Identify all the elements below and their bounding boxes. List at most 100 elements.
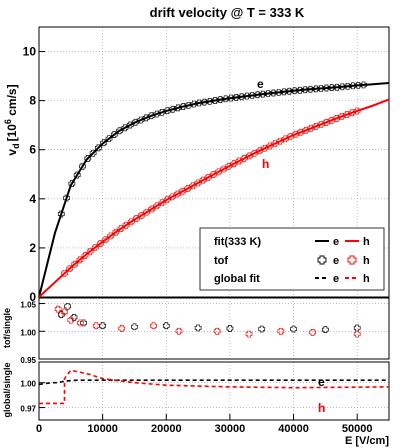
ratio-tof-marker-h [92, 322, 100, 330]
ratio-tof-marker-e [64, 302, 71, 310]
tof-marker-e [121, 124, 129, 132]
tof-marker-e [227, 94, 235, 102]
ratio-tof-marker-e [162, 322, 170, 330]
ratio-tof-marker-h [54, 305, 62, 313]
tof-marker-e [84, 155, 92, 162]
main-ytick-label: 6 [29, 143, 36, 157]
main-y-axis-label: vd[106 cm/s] [3, 84, 21, 155]
tof-series [54, 302, 361, 338]
tof-marker-e [132, 118, 139, 126]
tof-marker-e [142, 114, 150, 122]
tof-marker-e [338, 83, 346, 91]
tof-marker-e [105, 135, 113, 143]
ratio-tof-marker-h [77, 319, 84, 327]
y-label-tail: cm/s] [5, 84, 19, 119]
tof-marker-h [122, 221, 130, 229]
tof-marker-h [317, 120, 325, 128]
tof-marker-e [100, 139, 108, 147]
tof-marker-h [107, 232, 115, 240]
tof-marker-h [143, 208, 150, 216]
tof-marker-h [251, 149, 258, 157]
tof-marker-h [307, 124, 315, 132]
tof-marker-h [302, 126, 310, 134]
tof-marker-h [138, 211, 145, 219]
tof-marker-e [259, 90, 267, 98]
tof-marker-e [333, 83, 341, 91]
tof-marker-e [323, 84, 330, 92]
tof-marker-h [153, 202, 161, 210]
tof-ytick-label: 1.05 [20, 301, 36, 310]
tof-marker-e [211, 97, 219, 104]
tof-marker-e [254, 91, 261, 99]
main-ytick-label: 4 [29, 192, 36, 206]
tof-marker-h [179, 187, 186, 195]
tof-marker-e [301, 86, 309, 94]
tof-marker-e [312, 85, 320, 93]
tof-marker-e [153, 110, 161, 118]
tof-marker-e [349, 82, 357, 90]
tof-marker-e [344, 82, 351, 90]
tof-marker-h [71, 260, 79, 268]
legend-tof-h-marker [347, 255, 357, 265]
tof-marker-e [317, 85, 325, 92]
ratio-tof-marker-h [309, 329, 316, 336]
tof-marker-e [291, 87, 298, 95]
tof-marker-h [328, 117, 335, 124]
tof-marker-e [148, 112, 155, 120]
fit-line-e [38, 82, 390, 298]
tof-marker-e [116, 127, 123, 135]
x-tick-label: 10000 [87, 423, 118, 435]
tof-marker-h [158, 199, 166, 207]
tof-grid [39, 298, 389, 360]
tof-marker-e [95, 144, 102, 152]
y-label-unit: [10 [5, 124, 19, 142]
tof-marker-h [312, 122, 320, 130]
tof-marker-e [264, 90, 272, 97]
tof-marker-h [271, 140, 279, 147]
ratio-tof-marker-e [80, 319, 87, 327]
tof-marker-h [338, 113, 346, 120]
tof-marker-h [240, 155, 248, 162]
tof-marker-e [248, 92, 256, 99]
tof-marker-e [179, 103, 187, 110]
x-tick-label: 50000 [342, 423, 373, 435]
tof-marker-h [184, 185, 192, 192]
tof-marker-h [163, 196, 171, 203]
ratio-tof-marker-e [258, 325, 266, 333]
tof-marker-h [292, 130, 299, 138]
ratio-tof-marker-h [245, 330, 253, 338]
tof-marker-e [201, 98, 208, 106]
tof-marker-e [222, 95, 230, 103]
tof-marker-e [285, 87, 293, 95]
tof-marker-h [81, 252, 89, 259]
tof-marker-e [275, 89, 283, 96]
ratio-tof-marker-h [277, 327, 285, 335]
ratio-tof-marker-e [99, 322, 106, 330]
tof-marker-h [343, 111, 351, 118]
global-grid [39, 362, 389, 420]
tof-marker-h [225, 162, 233, 170]
tof-marker-e [354, 81, 362, 89]
tof-marker-h [189, 182, 197, 190]
ratio-tof-marker-h [213, 327, 221, 335]
tof-marker-e [68, 180, 76, 187]
legend-global-e-label: e [333, 273, 339, 285]
tof-marker-e [63, 194, 70, 202]
tof-marker-e [238, 93, 245, 101]
label-e-main: e [257, 77, 264, 91]
global-ytick-label: 1.00 [20, 380, 36, 389]
ratio-tof-marker-h [150, 322, 157, 330]
tof-marker-e [232, 94, 240, 101]
main-ytick-label: 8 [29, 94, 36, 108]
main-ytick-label: 10 [23, 45, 37, 59]
main-y-ticks: 0 2 4 6 8 10 [23, 45, 45, 304]
ratio-tof-marker-e [226, 325, 234, 332]
tof-marker-h [210, 171, 217, 178]
tof-marker-h [287, 133, 294, 140]
ratio-tof-marker-h [67, 316, 75, 324]
tof-marker-e [296, 86, 304, 94]
legend-tof-e-label: e [333, 255, 339, 267]
tof-marker-h [97, 240, 104, 247]
